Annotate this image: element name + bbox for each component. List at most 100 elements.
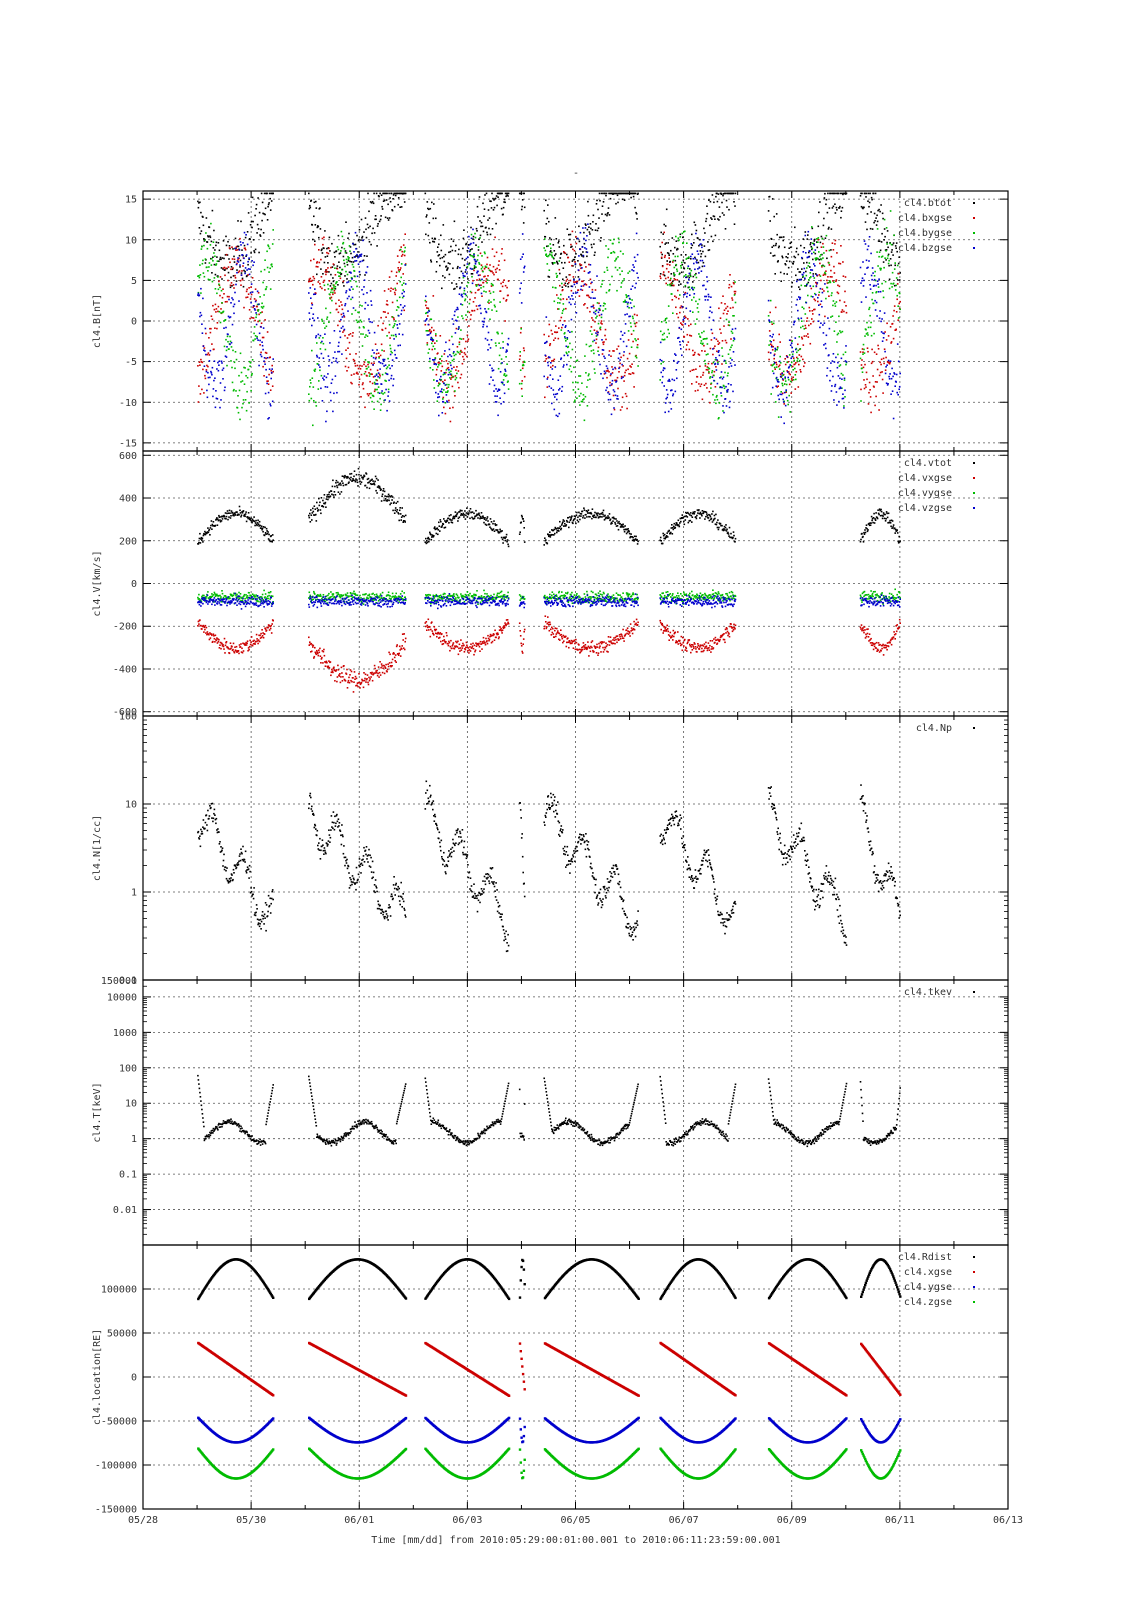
data-point [604, 308, 607, 310]
data-point [825, 347, 827, 350]
data-point [492, 284, 494, 287]
data-point [723, 214, 725, 216]
data-point [400, 519, 402, 521]
data-point [269, 356, 271, 358]
data-point [622, 253, 624, 255]
data-point [344, 251, 347, 254]
data-point [887, 383, 889, 385]
data-point [261, 336, 264, 339]
data-point [348, 232, 350, 235]
data-point [402, 289, 404, 291]
data-point [403, 192, 405, 195]
data-point [265, 527, 268, 530]
data-point [601, 339, 603, 341]
data-point [590, 350, 593, 352]
data-point [695, 229, 698, 232]
data-point [598, 192, 601, 195]
data-point [838, 400, 840, 403]
data-point [552, 286, 554, 289]
data-point [452, 240, 455, 243]
data-point [339, 320, 341, 323]
data-point [634, 338, 636, 340]
data-point [389, 353, 392, 356]
data-point [862, 351, 864, 353]
data-point [877, 348, 880, 350]
data-point [546, 217, 549, 220]
data-point [257, 339, 259, 341]
data-point [378, 377, 381, 379]
data-point [829, 379, 831, 382]
data-point [613, 408, 616, 411]
data-point [791, 365, 794, 368]
data-point [892, 315, 894, 317]
data-point [311, 302, 313, 304]
data-point [395, 357, 398, 359]
data-point [835, 301, 838, 303]
data-point [432, 339, 435, 341]
data-point [313, 400, 315, 402]
data-point [585, 372, 587, 374]
data-point [250, 283, 253, 285]
data-point [837, 353, 839, 356]
data-point [548, 254, 550, 257]
data-point [497, 332, 499, 335]
data-point [208, 337, 210, 339]
data-point [843, 310, 845, 313]
data-point [318, 261, 321, 264]
data-point [219, 406, 221, 409]
data-point [559, 375, 562, 377]
data-point [328, 359, 331, 361]
data-point [575, 312, 578, 314]
data-point [867, 266, 869, 269]
data-point [469, 267, 472, 270]
data-point [464, 293, 467, 295]
data-point [335, 282, 337, 285]
data-point [197, 200, 199, 203]
data-point [560, 252, 563, 255]
data-point [569, 331, 571, 333]
data-point [338, 341, 340, 344]
data-point [435, 532, 438, 535]
data-point [399, 267, 402, 269]
data-point [310, 397, 313, 400]
data-point [605, 291, 608, 294]
data-point [767, 351, 770, 354]
data-point [240, 220, 242, 223]
data-point [864, 335, 866, 337]
data-point [733, 201, 735, 203]
data-point [394, 192, 396, 195]
data-point [326, 410, 328, 413]
data-point [216, 524, 219, 526]
data-point [332, 291, 334, 294]
data-point [234, 513, 236, 515]
data-point [588, 286, 591, 288]
data-point [266, 382, 268, 385]
data-point [247, 293, 250, 295]
data-point [819, 262, 821, 265]
data-point [267, 391, 270, 394]
data-point [389, 290, 392, 292]
data-point [479, 307, 482, 310]
data-point [686, 276, 688, 278]
data-point [451, 521, 454, 524]
data-point [442, 396, 445, 399]
data-point [258, 211, 261, 214]
data-point [682, 236, 684, 239]
data-point [492, 197, 494, 200]
data-point [310, 199, 313, 202]
data-point [884, 372, 887, 375]
data-point [581, 246, 584, 248]
data-point [592, 349, 595, 351]
data-point [523, 265, 526, 268]
data-point [824, 273, 827, 276]
data-point [889, 258, 892, 260]
data-point [472, 256, 475, 259]
data-point [223, 320, 225, 322]
data-point [771, 370, 774, 372]
data-point [502, 281, 504, 283]
data-point [554, 254, 556, 257]
data-point [584, 223, 587, 225]
data-point [433, 379, 435, 381]
data-point [399, 269, 401, 271]
data-point [480, 292, 483, 295]
